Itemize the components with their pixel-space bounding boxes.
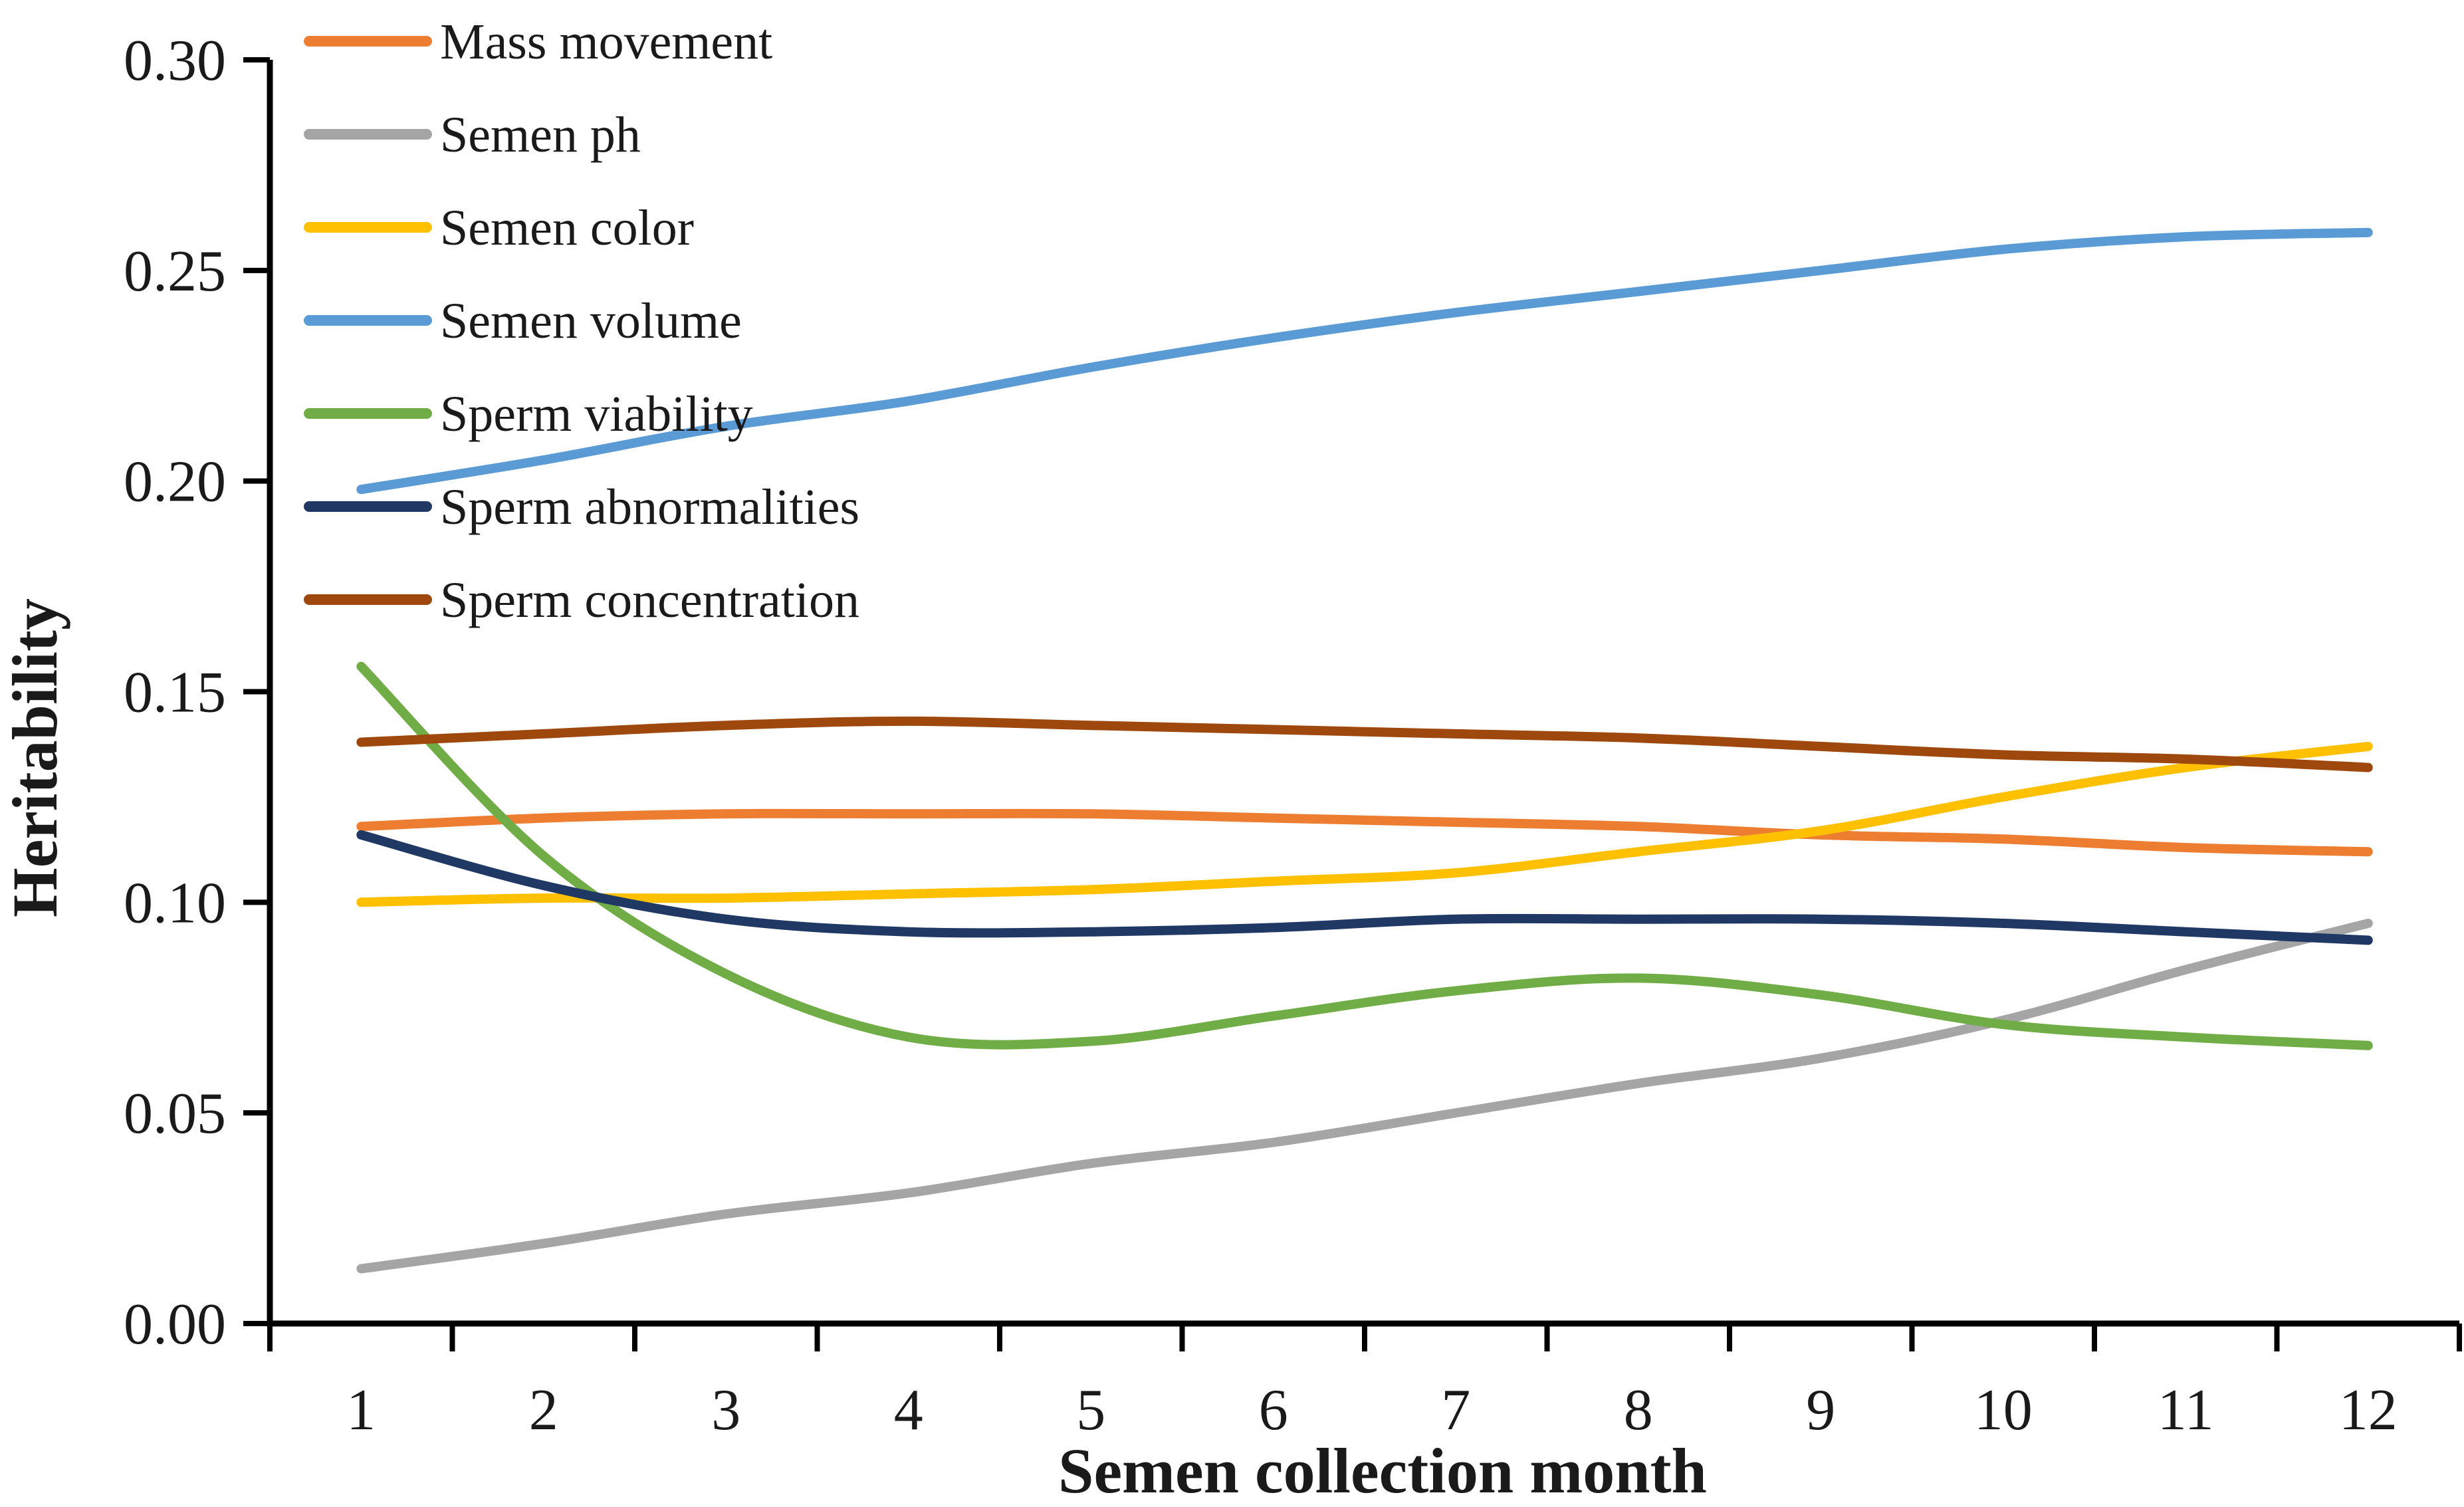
x-tick-label-11: 11 xyxy=(2158,1378,2214,1443)
y-tick-label-0.20: 0.20 xyxy=(124,450,226,515)
legend-item-mass-movement: Mass movement xyxy=(304,14,772,70)
legend-label-sperm-concentration: Sperm concentration xyxy=(440,572,859,628)
x-tick-label-10: 10 xyxy=(1974,1378,2033,1443)
legend-item-semen-volume: Semen volume xyxy=(304,293,742,349)
series-line-semen-ph xyxy=(356,919,2373,1274)
axis-ticks xyxy=(243,57,2462,1351)
y-tick-label-0.10: 0.10 xyxy=(124,871,226,935)
series-line-sperm-concentration xyxy=(356,716,2373,772)
y-tick-label-0.15: 0.15 xyxy=(124,660,226,725)
x-tick-label-8: 8 xyxy=(1624,1378,1653,1443)
x-tick-label-3: 3 xyxy=(711,1378,740,1443)
series-line-semen-color xyxy=(356,741,2373,907)
y-tick-label-0.30: 0.30 xyxy=(124,29,226,93)
x-tick-label-12: 12 xyxy=(2339,1378,2398,1443)
series-lines xyxy=(356,227,2373,1274)
y-tick-label-0.05: 0.05 xyxy=(124,1082,226,1146)
series-line-mass-movement xyxy=(356,808,2373,857)
legend-label-sperm-abnormalities: Sperm abnormalities xyxy=(440,479,859,535)
series-line-semen-volume xyxy=(356,227,2373,495)
x-tick-label-7: 7 xyxy=(1441,1378,1470,1443)
series-line-sperm-viability xyxy=(356,661,2373,1050)
y-axis-title: Heritability xyxy=(0,598,70,917)
x-tick-label-6: 6 xyxy=(1259,1378,1288,1443)
legend-item-sperm-concentration: Sperm concentration xyxy=(304,572,859,628)
legend-item-sperm-viability: Sperm viability xyxy=(304,386,753,442)
legend-item-sperm-abnormalities: Sperm abnormalities xyxy=(304,479,859,535)
legend-label-semen-ph: Semen ph xyxy=(440,107,641,163)
legend-label-semen-color: Semen color xyxy=(440,200,694,256)
legend-label-sperm-viability: Sperm viability xyxy=(440,386,753,442)
legend-label-semen-volume: Semen volume xyxy=(440,293,742,349)
legend-item-semen-color: Semen color xyxy=(304,200,694,256)
x-tick-label-5: 5 xyxy=(1076,1378,1105,1443)
y-tick-label-0.25: 0.25 xyxy=(124,239,226,304)
x-tick-label-1: 1 xyxy=(346,1378,376,1443)
legend-label-mass-movement: Mass movement xyxy=(440,14,772,70)
chart-legend: Mass movement Semen ph Semen color Semen vo… xyxy=(304,14,859,628)
series-line-sperm-abnormalities xyxy=(356,830,2373,945)
legend-item-semen-ph: Semen ph xyxy=(304,107,641,163)
x-axis-title: Semen collection month xyxy=(1058,1435,1707,1506)
x-tick-label-9: 9 xyxy=(1806,1378,1835,1443)
axis-tick-labels: 0.000.050.100.150.200.250.301 2 3 4 5 6 7 8 9 10 1… xyxy=(124,29,2398,1443)
y-tick-label-0.00: 0.00 xyxy=(124,1292,226,1357)
x-tick-label-2: 2 xyxy=(529,1378,558,1443)
x-tick-label-4: 4 xyxy=(894,1378,923,1443)
